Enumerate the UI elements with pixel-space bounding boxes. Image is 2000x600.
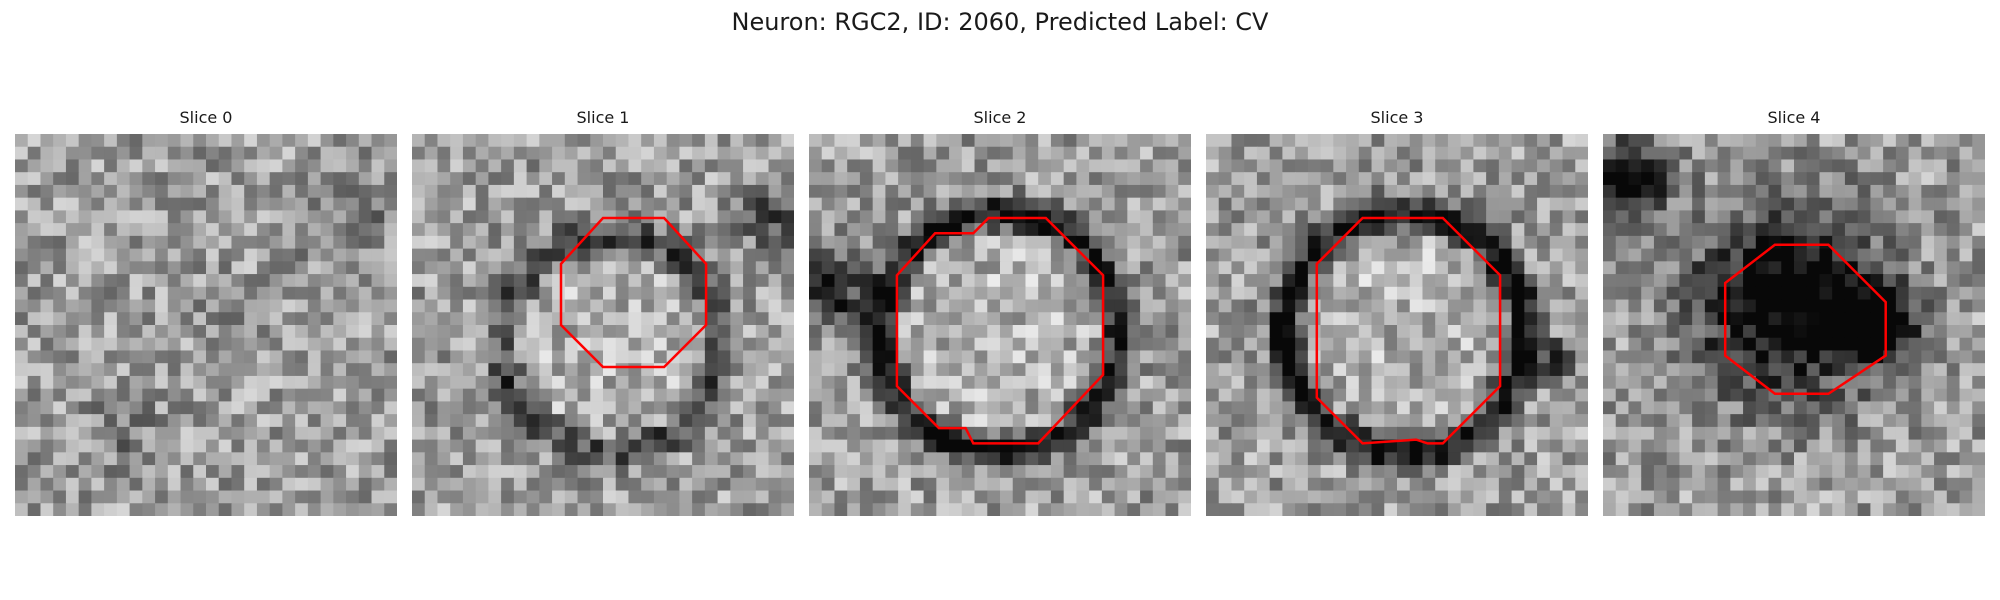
grayscale-texture bbox=[1603, 134, 1985, 516]
slice-svg bbox=[412, 134, 794, 516]
slice-svg bbox=[809, 134, 1191, 516]
grayscale-texture bbox=[15, 134, 397, 516]
grayscale-texture bbox=[1206, 134, 1588, 516]
slice-title: Slice 2 bbox=[809, 108, 1191, 127]
slice-image bbox=[809, 134, 1191, 516]
slice-svg bbox=[15, 134, 397, 516]
slice-title: Slice 3 bbox=[1206, 108, 1588, 127]
slice-svg bbox=[1206, 134, 1588, 516]
slice-title: Slice 4 bbox=[1603, 108, 1985, 127]
slice-image bbox=[1603, 134, 1985, 516]
grayscale-texture bbox=[809, 134, 1191, 516]
grayscale-texture bbox=[412, 134, 794, 516]
slice-image bbox=[1206, 134, 1588, 516]
slice-title: Slice 0 bbox=[15, 108, 397, 127]
slice-svg bbox=[1603, 134, 1985, 516]
slice-image bbox=[412, 134, 794, 516]
slice-image bbox=[15, 134, 397, 516]
figure-title: Neuron: RGC2, ID: 2060, Predicted Label:… bbox=[0, 8, 2000, 36]
slice-title: Slice 1 bbox=[412, 108, 794, 127]
